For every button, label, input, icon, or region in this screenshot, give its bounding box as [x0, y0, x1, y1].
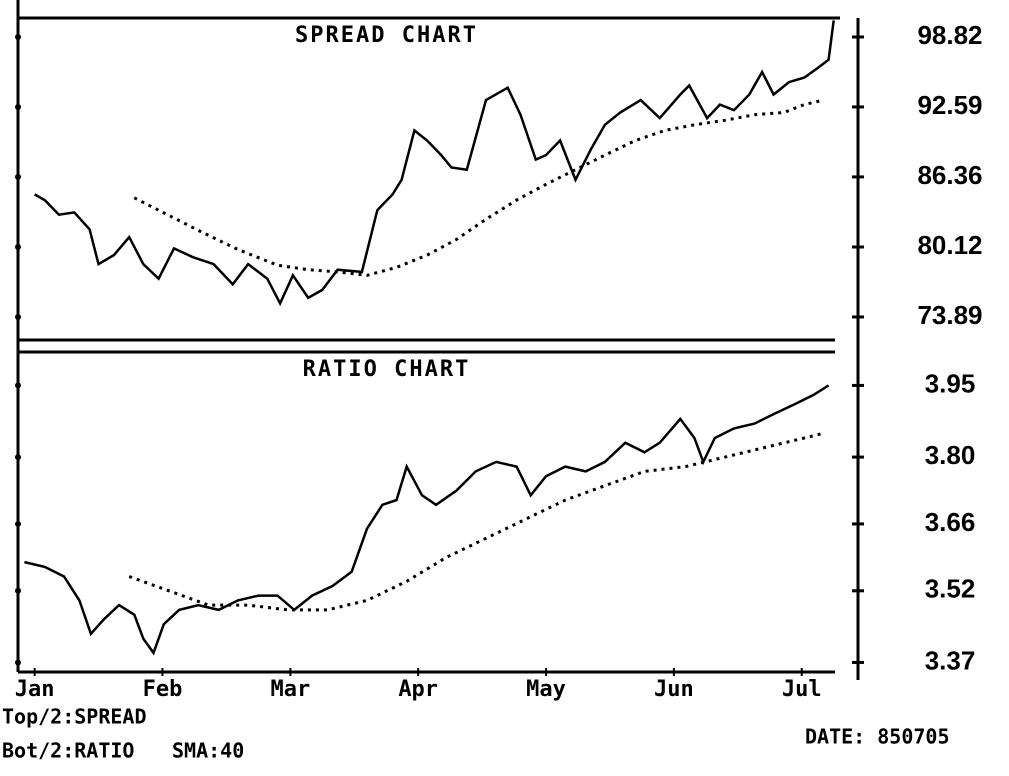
y-tick — [15, 103, 21, 110]
y-tick — [15, 244, 21, 251]
y-tick — [15, 587, 21, 594]
footer-sma: SMA:40 — [172, 739, 244, 763]
y-tick — [15, 382, 21, 389]
y-tick-label: 3.80 — [925, 440, 976, 470]
y-tick-label: 3.95 — [925, 368, 976, 398]
average-line — [128, 431, 824, 612]
footer-top: Top/2:SPREAD — [2, 705, 147, 729]
x-tick-label: Mar — [270, 677, 310, 702]
x-tick-label: Apr — [398, 677, 438, 702]
y-tick-label: 3.52 — [925, 574, 976, 604]
y-tick — [15, 520, 21, 527]
y-tick-label: 92.59 — [917, 90, 982, 120]
chart-title: SPREAD CHART — [295, 23, 478, 48]
y-tick-label: 86.36 — [917, 160, 982, 190]
x-tick-label: Jul — [782, 677, 822, 702]
y-tick — [15, 454, 21, 461]
price-line — [24, 384, 830, 656]
y-tick-label: 3.66 — [925, 507, 976, 537]
y-tick-label: 73.89 — [917, 300, 982, 330]
x-tick-label: Jun — [654, 677, 694, 702]
y-tick — [15, 173, 21, 180]
chart-title: RATIO CHART — [303, 357, 471, 382]
price-line — [33, 20, 835, 307]
x-tick-label: Feb — [143, 677, 183, 702]
y-tick-label: 80.12 — [917, 230, 982, 260]
footer-bottom: Bot/2:RATIO — [2, 739, 134, 763]
y-tick — [15, 659, 21, 666]
x-tick-label: May — [526, 677, 566, 702]
x-tick-label: Jan — [15, 677, 55, 702]
y-tick — [15, 33, 21, 40]
y-tick — [15, 313, 21, 320]
y-tick-label: 3.37 — [925, 645, 976, 675]
y-tick-label: 98.82 — [917, 20, 982, 50]
footer-date: DATE: 850705 — [805, 725, 950, 749]
